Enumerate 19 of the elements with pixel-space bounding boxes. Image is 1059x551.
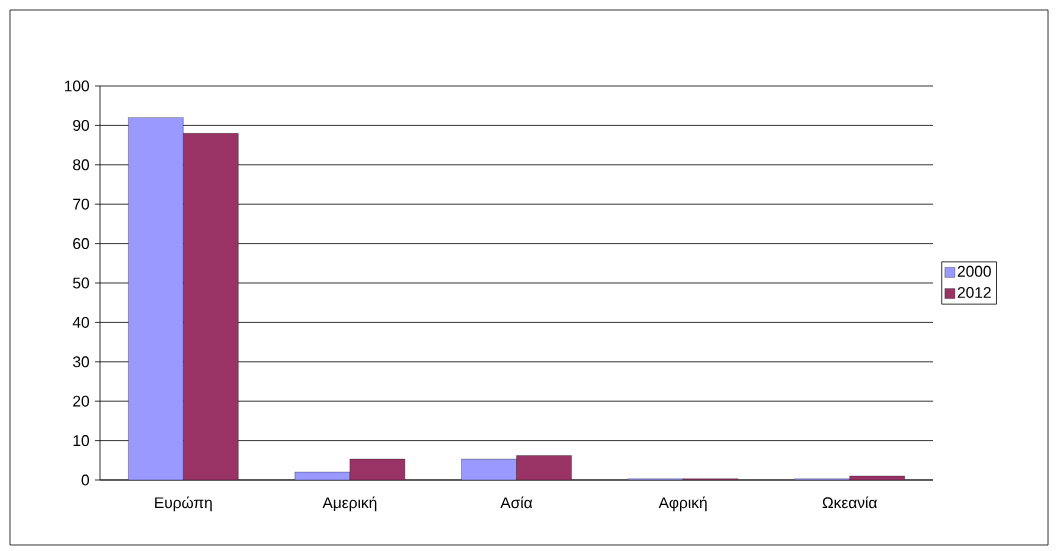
y-tick-label: 100 bbox=[64, 80, 90, 92]
y-tick-label: 70 bbox=[73, 198, 90, 210]
y-tick-label: 50 bbox=[73, 277, 90, 289]
x-tick-label: Αμερική bbox=[322, 496, 377, 512]
y-tick-label: 30 bbox=[72, 356, 90, 368]
y-tick-label: 80 bbox=[73, 159, 90, 171]
x-tick-label: Ωκεανία bbox=[822, 496, 877, 509]
y-tick-label: 60 bbox=[73, 238, 90, 250]
y-tick-label: 10 bbox=[73, 435, 90, 447]
legend-label: 2012 bbox=[957, 287, 991, 298]
x-tick-label: Ευρώπη bbox=[155, 496, 212, 512]
y-tick-label: 0 bbox=[81, 474, 90, 486]
x-tick-label: Αφρική bbox=[658, 496, 707, 512]
y-tick-label: 20 bbox=[73, 395, 90, 407]
x-tick-label: Ασία bbox=[500, 496, 533, 509]
y-tick-label: 90 bbox=[73, 119, 90, 131]
y-tick-label: 40 bbox=[72, 316, 90, 328]
bar bbox=[128, 117, 184, 480]
legend-label: 2000 bbox=[957, 265, 991, 277]
